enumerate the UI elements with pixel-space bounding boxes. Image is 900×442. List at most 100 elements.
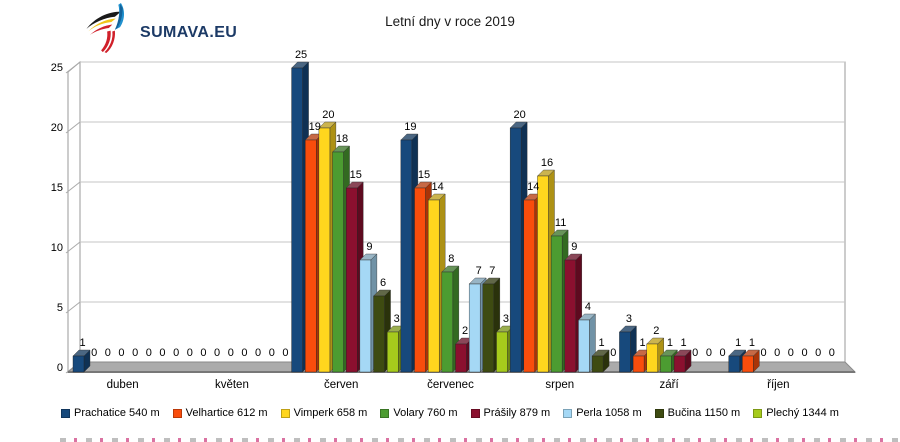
value-label: 9: [571, 241, 577, 253]
value-label: 0: [706, 347, 712, 359]
legend-swatch-icon: [654, 408, 664, 418]
y-axis-tick: [65, 301, 81, 314]
value-label: 0: [829, 347, 835, 359]
value-label: 1: [749, 337, 755, 349]
legend-label: Velhartice 612 m: [185, 407, 268, 419]
value-label: 0: [255, 347, 261, 359]
y-axis-label: 25: [51, 62, 63, 74]
value-label: 20: [514, 109, 526, 121]
value-label: 0: [801, 347, 807, 359]
value-label: 0: [159, 347, 165, 359]
y-axis-tick: [65, 241, 81, 254]
legend-label: Volary 760 m: [393, 407, 458, 419]
value-label: 0: [241, 347, 247, 359]
legend-item: Prášily 879 m: [470, 407, 551, 419]
bar-září-Prášily: [673, 349, 692, 373]
value-label: 0: [269, 347, 275, 359]
value-label: 3: [394, 313, 400, 325]
value-label: 0: [91, 347, 97, 359]
y-axis-label: 0: [57, 362, 63, 374]
value-label: 0: [788, 347, 794, 359]
value-label: 14: [432, 181, 444, 193]
value-label: 16: [541, 157, 553, 169]
legend-label: Plechý 1344 m: [766, 407, 839, 419]
legend-swatch-icon: [753, 408, 763, 418]
cropped-text-row: [60, 438, 900, 442]
value-label: 0: [214, 347, 220, 359]
legend-item: Perla 1058 m: [563, 407, 642, 419]
y-axis-label: 20: [51, 122, 63, 134]
value-label: 15: [350, 169, 362, 181]
legend-swatch-icon: [470, 408, 480, 418]
y-axis-label: 5: [57, 302, 63, 314]
bar-srpen-Bučina: [591, 349, 610, 373]
value-label: 3: [626, 313, 632, 325]
x-axis-label: září: [659, 379, 679, 391]
legend-label: Vimperk 658 m: [293, 407, 368, 419]
legend-swatch-icon: [172, 408, 182, 418]
value-label: 3: [503, 313, 509, 325]
value-label: 9: [366, 241, 372, 253]
chart-legend: Prachatice 540 m Velhartice 612 m Vimperk …: [0, 407, 900, 419]
value-label: 15: [418, 169, 430, 181]
back-wall: [79, 61, 846, 363]
value-label: 0: [200, 347, 206, 359]
legend-swatch-icon: [563, 408, 573, 418]
value-label: 1: [640, 337, 646, 349]
legend-item: Vimperk 658 m: [280, 407, 368, 419]
value-label: 0: [173, 347, 179, 359]
value-label: 1: [681, 337, 687, 349]
legend-item: Bučina 1150 m: [654, 407, 741, 419]
legend-item: Plechý 1344 m: [753, 407, 839, 419]
y-axis-tick: [65, 181, 81, 194]
value-label: 7: [489, 265, 495, 277]
value-label: 1: [735, 337, 741, 349]
legend-label: Prachatice 540 m: [74, 407, 160, 419]
legend-item: Volary 760 m: [380, 407, 458, 419]
x-axis-label: červen: [324, 379, 359, 391]
value-label: 0: [282, 347, 288, 359]
value-label: 0: [105, 347, 111, 359]
value-label: 25: [295, 49, 307, 61]
x-axis-label: říjen: [767, 379, 789, 391]
sumava-logo-icon: [86, 3, 125, 53]
legend-swatch-icon: [61, 408, 71, 418]
left-wall: [67, 60, 81, 374]
value-label: 11: [555, 217, 566, 229]
x-axis-label: květen: [215, 379, 249, 391]
value-label: 4: [585, 301, 591, 313]
value-label: 8: [448, 253, 454, 265]
legend-item: Prachatice 540 m: [61, 407, 160, 419]
y-axis-label: 15: [51, 182, 63, 194]
legend-swatch-icon: [280, 408, 290, 418]
x-axis-label: srpen: [545, 379, 574, 391]
value-label: 6: [380, 277, 386, 289]
legend-label: Bučina 1150 m: [667, 407, 741, 419]
value-label: 19: [309, 121, 321, 133]
value-label: 0: [692, 347, 698, 359]
value-label: 20: [322, 109, 334, 121]
sumava-logo-text: SUMAVA.EU: [140, 24, 238, 41]
legend-item: Velhartice 612 m: [172, 407, 268, 419]
value-label: 0: [610, 347, 616, 359]
legend-swatch-icon: [380, 408, 390, 418]
value-label: 0: [132, 347, 138, 359]
legend-label: Prášily 879 m: [483, 407, 551, 419]
bar-duben-Prachatice: [72, 349, 91, 373]
chart-title: Letní dny v roce 2019: [385, 14, 515, 29]
value-label: 7: [476, 265, 482, 277]
value-label: 1: [599, 337, 605, 349]
y-axis-tick: [65, 121, 81, 134]
value-label: 0: [146, 347, 152, 359]
value-label: 0: [118, 347, 124, 359]
legend-label: Perla 1058 m: [576, 407, 642, 419]
x-axis-label: duben: [107, 379, 139, 391]
x-axis-label: červenec: [427, 379, 474, 391]
value-label: 0: [228, 347, 234, 359]
value-label: 0: [774, 347, 780, 359]
value-label: 19: [404, 121, 416, 133]
y-axis-tick: [65, 61, 81, 74]
value-label: 0: [815, 347, 821, 359]
